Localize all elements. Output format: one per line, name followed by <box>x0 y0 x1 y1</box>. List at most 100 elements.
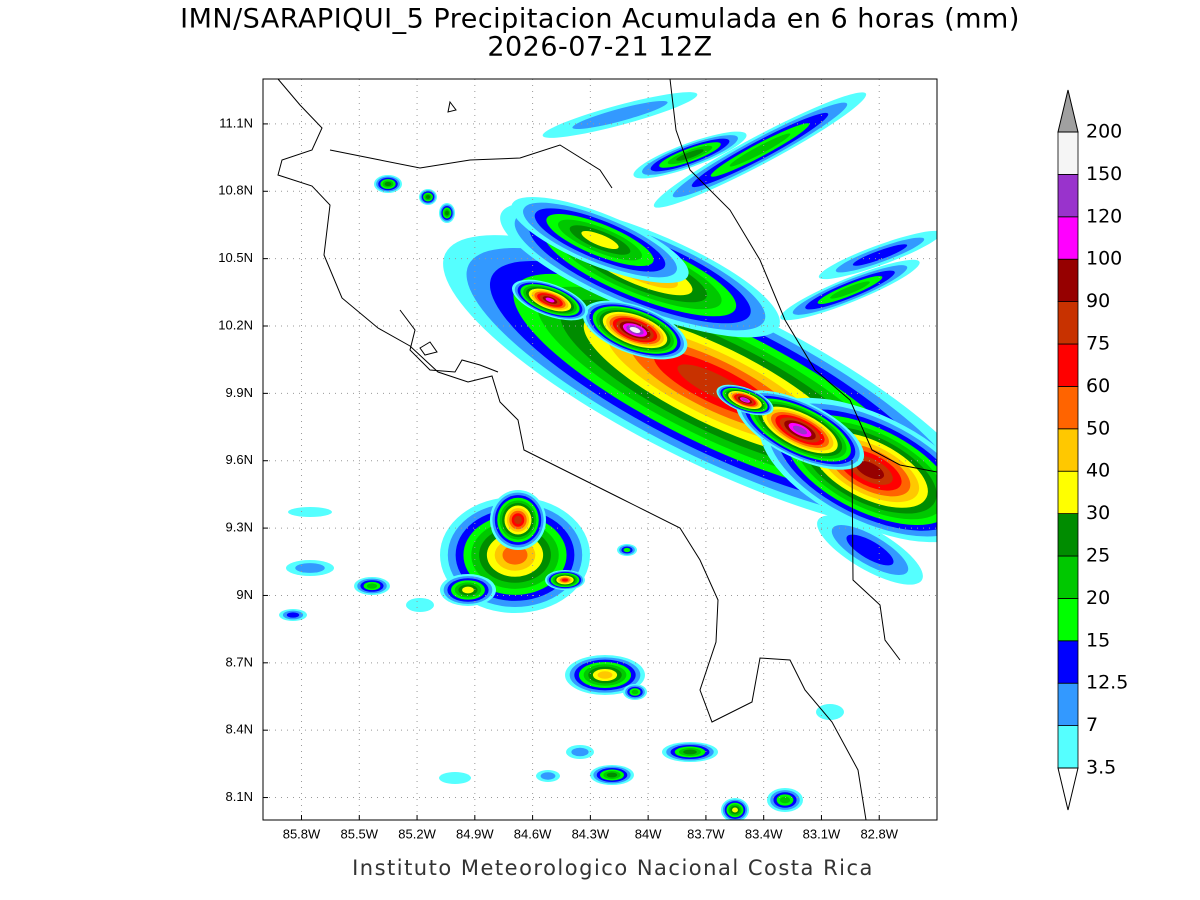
precip-contour <box>540 772 556 780</box>
lon-tick-label: 85.8W <box>283 826 321 841</box>
lat-tick-label: 9.6N <box>226 452 253 467</box>
coastlines <box>277 79 937 820</box>
colorbar-label: 150 <box>1086 163 1122 185</box>
colorbar-swatch <box>1057 216 1079 260</box>
precip-contour <box>741 398 749 402</box>
colorbar-swatch <box>1057 173 1079 218</box>
precip-contour <box>683 749 697 755</box>
colorbar-label: 100 <box>1086 248 1122 270</box>
lat-tick-label: 10.8N <box>218 183 253 198</box>
colorbar-label: 25 <box>1086 545 1110 567</box>
precip-contour <box>286 612 300 618</box>
precip-contour <box>545 297 555 303</box>
precip-contour <box>729 133 791 167</box>
precip-contour <box>384 181 392 187</box>
precip-contour <box>561 578 569 582</box>
precip-contour <box>295 563 325 573</box>
precip-contour <box>462 586 474 594</box>
colorbar-swatch <box>1057 470 1079 515</box>
precip-contour <box>366 583 378 589</box>
colorbar-label: 90 <box>1086 290 1110 312</box>
precip-contour <box>830 281 870 299</box>
pacific-coast <box>277 79 867 820</box>
lon-tick-label: 84.9W <box>456 826 494 841</box>
colorbar: 3.5 7 12.5 15 20 25 30 40 50 60 75 90 100 120 150 200 <box>1057 89 1128 811</box>
precip-contour <box>606 772 618 778</box>
lat-tick-label: 8.1N <box>226 789 253 804</box>
precip-contour <box>855 460 885 480</box>
lon-tick-label: 84W <box>635 826 662 841</box>
colorbar-label: 30 <box>1086 502 1110 524</box>
nicoya-gulf <box>399 309 499 373</box>
colorbar-swatch <box>1057 682 1079 727</box>
nicaragua-border <box>329 144 613 189</box>
precip-contour <box>816 704 844 720</box>
lon-tick-label: 85.2W <box>398 826 436 841</box>
colorbar-label: 120 <box>1086 205 1122 227</box>
island-2 <box>447 100 457 113</box>
colorbar-label: 50 <box>1086 417 1110 439</box>
precip-contour <box>288 507 332 517</box>
precip-contour <box>514 515 522 525</box>
precip-contour <box>439 772 471 784</box>
colorbar-swatch <box>1057 640 1079 684</box>
colorbar-label: 60 <box>1086 375 1110 397</box>
precip-contour <box>571 747 589 757</box>
precip-contour <box>779 796 791 804</box>
lat-tick-label: 11.1N <box>219 115 253 130</box>
colorbar-swatch <box>1057 131 1079 175</box>
precip-contour <box>732 807 738 813</box>
island <box>419 341 438 356</box>
colorbar-swatch <box>1057 725 1079 769</box>
colorbar-label: 40 <box>1086 460 1110 482</box>
lat-tick-label: 10.2N <box>218 317 253 332</box>
colorbar-swatch <box>1057 428 1079 472</box>
precip-contour <box>502 545 528 565</box>
caribbean-coast <box>669 79 937 473</box>
precip-contour <box>676 149 704 161</box>
lon-tick-label: 83.4W <box>745 826 783 841</box>
lat-tick-label: 9N <box>236 587 253 602</box>
colorbar-swatch <box>1057 301 1079 345</box>
colorbar-label: 3.5 <box>1086 757 1116 779</box>
precip-contour <box>852 244 908 266</box>
panama-border <box>851 459 901 661</box>
lat-tick-label: 8.7N <box>226 654 253 669</box>
colorbar-swatch <box>1057 258 1079 303</box>
lon-tick-label: 82.8W <box>860 826 898 841</box>
colorbar-under <box>1057 767 1079 811</box>
precip-contour <box>623 547 631 553</box>
precip-contour <box>846 534 894 566</box>
precip-field <box>279 92 937 820</box>
colorbar-label: 7 <box>1086 714 1098 736</box>
colorbar-swatch <box>1057 513 1079 557</box>
lon-tick-label: 85.5W <box>340 826 378 841</box>
precip-contour <box>425 195 431 199</box>
precip-contour <box>597 671 613 679</box>
precip-contour <box>792 425 808 435</box>
colorbar-label: 15 <box>1086 629 1110 651</box>
lon-tick-label: 83.7W <box>687 826 725 841</box>
colorbar-swatch <box>1057 555 1079 599</box>
colorbar-label: 12.5 <box>1086 672 1128 694</box>
colorbar-label: 20 <box>1086 587 1110 609</box>
precip-contour <box>406 598 434 612</box>
lon-tick-label: 84.3W <box>572 826 610 841</box>
map-frame <box>262 78 938 821</box>
colorbar-label: 200 <box>1086 121 1122 143</box>
lat-tick-label: 8.4N <box>226 722 253 737</box>
lat-tick-label: 10.5N <box>218 250 253 265</box>
colorbar-label: 75 <box>1086 333 1110 355</box>
subtitle: 2026-07-21 12Z <box>487 32 712 63</box>
title: IMN/SARAPIQUI_5 Precipitacion Acumulada … <box>180 4 1020 35</box>
colorbar-swatch <box>1057 598 1079 642</box>
precip-contour <box>445 210 449 216</box>
footer: Instituto Meteorologico Nacional Costa R… <box>352 856 874 880</box>
precip-contour <box>631 689 639 695</box>
colorbar-swatch <box>1057 343 1079 387</box>
precip-contour <box>629 326 641 334</box>
lat-tick-label: 9.9N <box>226 385 253 400</box>
precip-contour <box>572 100 668 130</box>
colorbar-swatch <box>1057 385 1079 430</box>
